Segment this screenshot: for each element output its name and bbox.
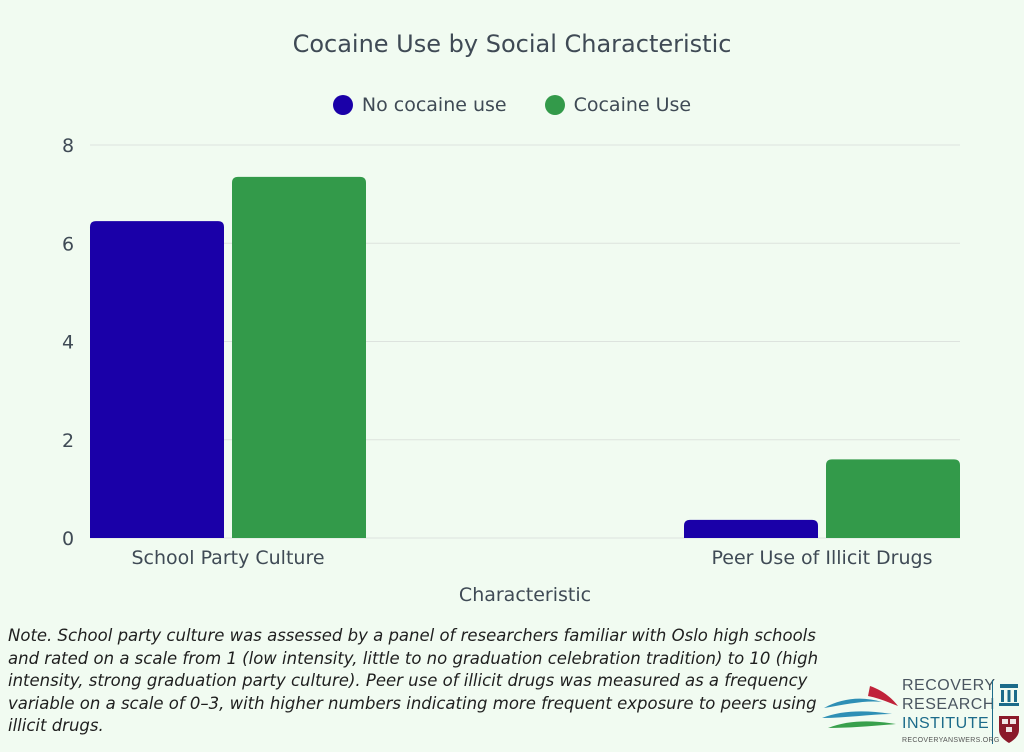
bar-cocaine-use-peer-use-of-illicit-drugs[interactable]	[826, 459, 960, 538]
logo-swoosh-icon	[822, 686, 898, 728]
logo-shield-icon	[999, 684, 1019, 743]
legend-swatch-cocaine-use	[544, 95, 565, 115]
legend-item-cocaine-use[interactable]: Cocaine Use	[544, 94, 692, 116]
bar-no-cocaine-use-peer-use-of-illicit-drugs[interactable]	[684, 519, 818, 538]
logo-line-institute: INSTITUTE	[902, 715, 990, 732]
y-tick-label-4: 4	[62, 332, 74, 354]
chart-title: Cocaine Use by Social Characteristic	[292, 30, 732, 58]
y-tick-label-8: 8	[62, 135, 74, 157]
y-tick-label-6: 6	[62, 233, 74, 255]
figure-note: Note. School party culture was assessed …	[8, 626, 819, 735]
bar-chart: 0 2 4 6 8 School Party Culture Peer Use of Il…	[62, 135, 960, 606]
y-tick-label-2: 2	[62, 430, 74, 452]
logo-url: RECOVERYANSWERS.ORG	[902, 737, 1000, 744]
bar-no-cocaine-use-school-party-culture[interactable]	[90, 221, 224, 539]
legend-item-no-cocaine-use[interactable]: No cocaine use	[332, 94, 507, 116]
legend-swatch-no-cocaine-use	[332, 95, 353, 115]
bar-cocaine-use-school-party-culture[interactable]	[232, 176, 366, 538]
recovery-research-institute-logo: RECOVERY RESEARCH INSTITUTE RECOVERYANSW…	[822, 676, 1022, 748]
x-tick-label-school-party-culture: School Party Culture	[131, 547, 324, 569]
x-tick-label-peer-use-of-illicit-drugs: Peer Use of Illicit Drugs	[712, 547, 933, 569]
x-axis-label: Characteristic	[459, 584, 591, 606]
logo-divider	[992, 680, 993, 744]
logo-line-recovery: RECOVERY	[902, 677, 996, 694]
y-tick-label-0: 0	[62, 528, 74, 550]
legend-label-no-cocaine-use: No cocaine use	[361, 94, 507, 116]
chart-legend: No cocaine use Cocaine Use	[0, 94, 1024, 116]
legend-label-cocaine-use: Cocaine Use	[573, 94, 692, 116]
logo-line-research: RESEARCH	[902, 696, 995, 713]
